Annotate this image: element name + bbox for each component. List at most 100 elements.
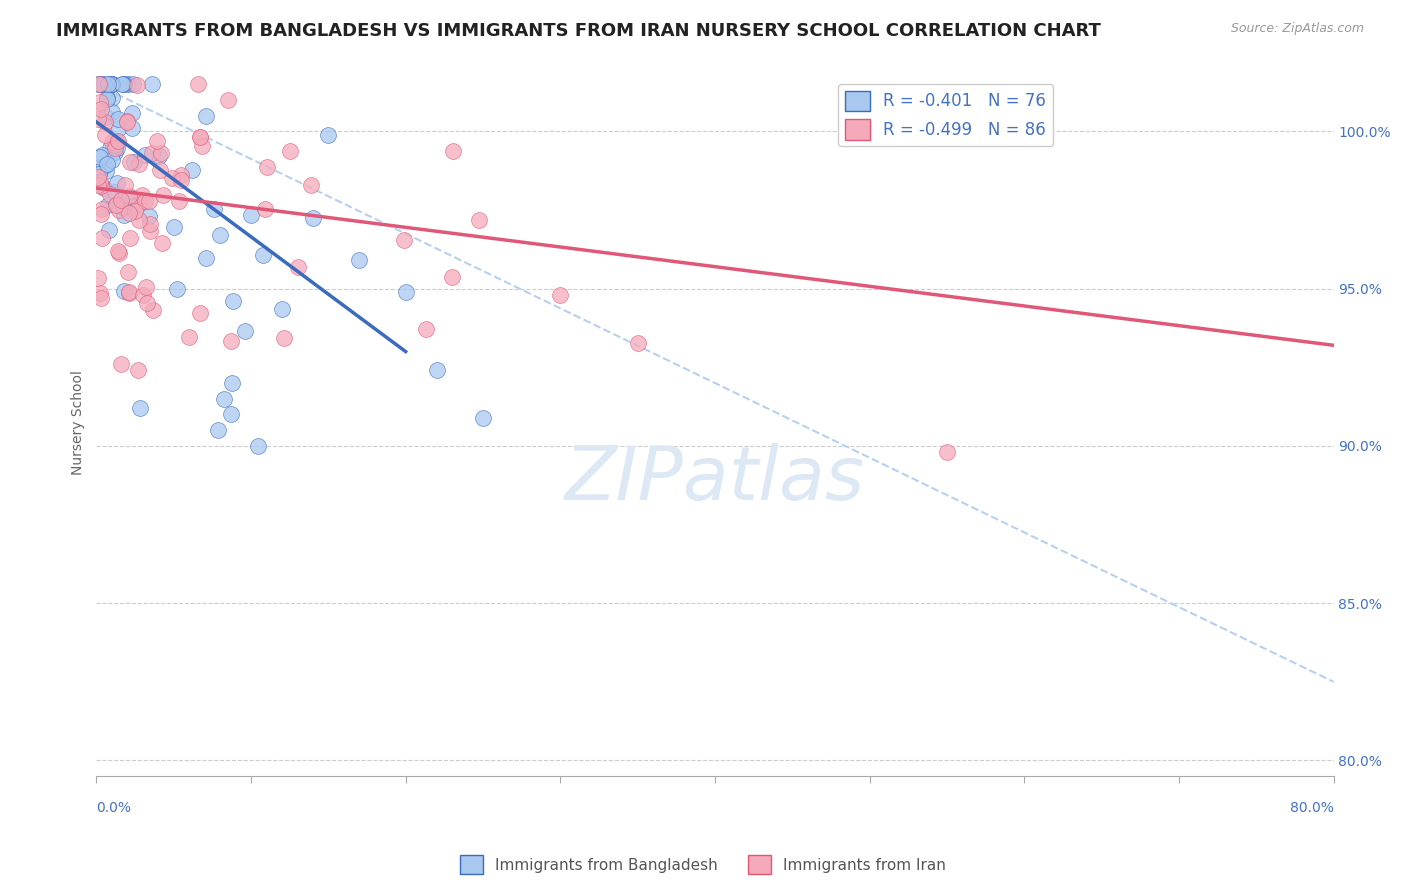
Point (107, 202, 129, 217)
Point (94, 164, 117, 178)
Point (87, 112, 110, 126)
Point (87, 77, 110, 91)
Point (101, 136, 124, 150)
Point (136, 295, 159, 310)
Point (256, 160, 278, 174)
Point (219, 408, 242, 422)
Point (170, 173, 193, 187)
Point (160, 170, 183, 185)
Point (117, 113, 139, 128)
Point (219, 334, 242, 349)
Point (89, 175, 111, 189)
Point (134, 148, 156, 162)
Point (90, 179, 112, 194)
Point (195, 109, 218, 123)
Point (112, 284, 135, 298)
Point (252, 248, 274, 262)
Point (117, 188, 139, 202)
Point (97, 223, 120, 237)
Y-axis label: Nursery School: Nursery School (72, 370, 86, 475)
Point (287, 260, 309, 275)
Point (107, 120, 129, 135)
Point (253, 202, 276, 217)
Legend: R = -0.401   N = 76, R = -0.499   N = 86: R = -0.401 N = 76, R = -0.499 N = 86 (838, 84, 1053, 146)
Point (98, 141, 121, 155)
Point (548, 288, 571, 302)
Point (107, 245, 129, 260)
Point (110, 193, 132, 207)
Point (90, 231, 112, 245)
Point (101, 77, 124, 91)
Point (141, 77, 163, 91)
Point (221, 376, 243, 390)
Point (395, 285, 418, 299)
Point (104, 145, 127, 159)
Point (101, 105, 124, 120)
Point (94, 128, 117, 142)
Point (114, 178, 136, 193)
Point (96, 157, 118, 171)
Point (105, 198, 128, 212)
Text: Source: ZipAtlas.com: Source: ZipAtlas.com (1230, 22, 1364, 36)
Point (87, 178, 110, 192)
Point (89, 95, 111, 109)
Point (188, 306, 211, 320)
Point (89, 77, 111, 91)
Point (104, 196, 127, 211)
Point (111, 77, 134, 91)
Point (207, 423, 229, 437)
Point (112, 208, 135, 222)
Point (121, 106, 143, 120)
Point (129, 401, 152, 416)
Point (101, 91, 124, 105)
Point (152, 188, 174, 202)
Point (121, 199, 143, 213)
Point (221, 294, 243, 309)
Point (100, 77, 122, 91)
Point (179, 330, 201, 344)
Point (426, 363, 449, 377)
Point (105, 177, 128, 191)
Point (441, 269, 464, 284)
Point (96, 92, 118, 106)
Point (94, 110, 117, 124)
Point (111, 200, 134, 214)
Point (195, 251, 218, 265)
Point (101, 153, 124, 168)
Legend: Immigrants from Bangladesh, Immigrants from Iran: Immigrants from Bangladesh, Immigrants f… (454, 849, 952, 880)
Point (235, 324, 257, 338)
Point (170, 168, 193, 182)
Point (271, 302, 294, 317)
Point (128, 213, 150, 227)
Point (127, 78, 149, 92)
Point (349, 253, 371, 268)
Point (128, 195, 150, 210)
Point (112, 77, 135, 91)
Point (121, 121, 143, 136)
Point (180, 162, 202, 177)
Point (104, 141, 127, 155)
Point (167, 194, 190, 209)
Point (111, 77, 134, 91)
Point (280, 144, 302, 158)
Point (190, 139, 212, 153)
Point (118, 285, 141, 300)
Point (93, 77, 115, 91)
Point (127, 362, 149, 376)
Point (139, 224, 162, 238)
Point (134, 194, 156, 208)
Point (89, 285, 111, 300)
Point (87, 77, 110, 91)
Point (107, 112, 129, 126)
Point (163, 220, 186, 235)
Point (394, 234, 416, 248)
Point (107, 141, 129, 155)
Point (138, 194, 160, 208)
Point (100, 186, 122, 201)
Point (128, 156, 150, 170)
Point (89, 150, 111, 164)
Point (115, 114, 138, 128)
Point (90, 207, 112, 221)
Point (122, 155, 145, 169)
Point (468, 212, 491, 227)
